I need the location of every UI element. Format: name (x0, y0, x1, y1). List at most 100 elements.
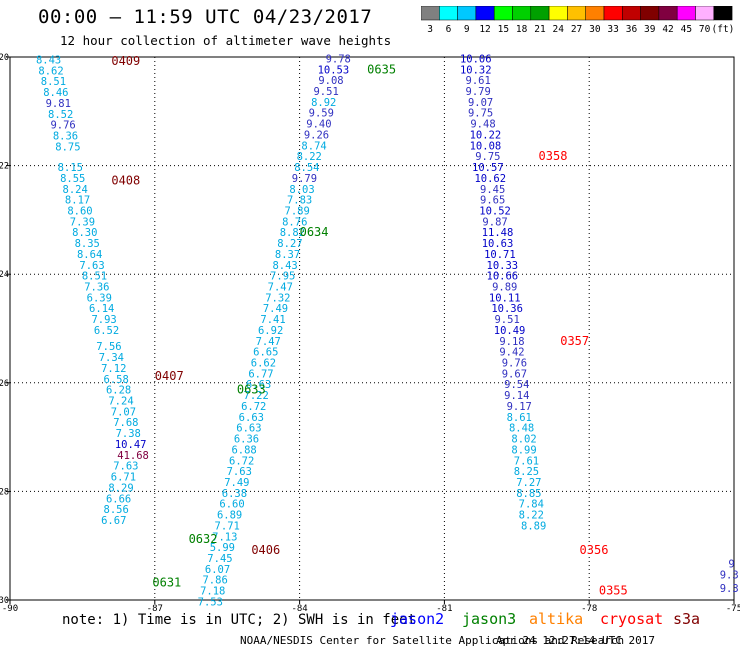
y-tick-label: -22 (0, 162, 9, 172)
legend-label: 70 (699, 24, 711, 35)
time-label: 0635 (367, 62, 396, 76)
data-point-jason3: 9.51 (313, 86, 338, 98)
data-point-jason2: 9.67 (502, 368, 527, 380)
data-point-jason3: 8.22 (297, 151, 322, 163)
data-point-jason2: 8.99 (511, 444, 536, 456)
data-point-jason3: 6.72 (241, 401, 266, 413)
data-point-jason3: 6.63 (239, 412, 264, 424)
generation-timestamp: Apr 24 12:27:14 UTC 2017 (496, 634, 655, 647)
data-point-jason3: 6.89 (217, 510, 242, 522)
time-label: 0633 (237, 383, 266, 397)
data-point-s3a: 6.58 (104, 374, 129, 386)
time-label: 0406 (251, 543, 280, 557)
data-point-jason3: 8.43 (272, 260, 297, 272)
data-point-jason3: 5.99 (210, 542, 235, 554)
data-point-jason3: 7.13 (212, 531, 237, 543)
y-tick-label: -30 (0, 596, 9, 606)
data-point-jason3: 7.32 (265, 292, 290, 304)
y-tick-label: -20 (0, 53, 9, 63)
legend-label: 45 (681, 24, 692, 35)
data-point-jason2: 9.87 (482, 216, 507, 228)
data-point-jason2: 9.89 (492, 281, 517, 293)
data-point-jason2: 8.89 (521, 520, 546, 532)
color-scale-legend: 3 6 9 12 15 18 21 24 27 30 33 36 39 42 45 70 (ft) (421, 6, 733, 35)
legend-label: 6 (446, 24, 452, 35)
data-point-jason2: 9.18 (499, 336, 524, 348)
data-point-s3a: 7.56 (96, 341, 121, 353)
x-tick-label: -78 (581, 604, 597, 614)
data-point-jason3: 6.92 (258, 325, 283, 337)
data-point-jason3: 7.45 (207, 553, 232, 565)
data-point-jason2: 10.71 (484, 249, 516, 261)
satellite-jason2: jason2 (390, 610, 445, 628)
data-point-jason2: 10.11 (489, 292, 521, 304)
page-subtitle: 12 hour collection of altimeter wave hei… (60, 33, 392, 48)
data-point-jason2: 9.48 (470, 119, 495, 131)
data-point-jason2: 10.63 (482, 238, 514, 250)
data-point-s3a: 8.60 (67, 205, 92, 217)
data-point-s3a: 8.51 (82, 271, 107, 283)
data-point-s3a: 6.67 (101, 515, 126, 527)
data-point-s3a: 8.55 (60, 173, 85, 185)
time-label: 0408 (111, 174, 140, 188)
footer-note: note: 1) Time is in UTC; 2) SWH is in fe… (62, 612, 417, 628)
x-tick-label: -75 (726, 604, 740, 614)
data-point-s3a: 6.14 (89, 303, 114, 315)
x-tick-label: -84 (291, 604, 307, 614)
data-point-jason3: 7.83 (287, 195, 312, 207)
data-point-jason2: 7.84 (519, 499, 544, 511)
data-point-s3a: 8.15 (58, 162, 83, 174)
data-point-s3a: 7.07 (111, 406, 136, 418)
data-point-jason3: 7.22 (244, 390, 269, 402)
legend-label: 15 (498, 24, 509, 35)
data-point-jason3: 7.86 (202, 575, 227, 587)
legend-label: 39 (644, 24, 656, 35)
data-point-jason3: 7.53 (198, 596, 223, 608)
satellite-altika: altika (529, 610, 584, 628)
data-point-jason3: 6.72 (229, 455, 254, 467)
data-point-s3a: 6.66 (106, 493, 131, 505)
data-point-jason3: 6.36 (234, 434, 259, 446)
data-point-jason3: 8.74 (301, 140, 326, 152)
legend-label: 12 (479, 24, 490, 35)
data-point-jason3: 9.59 (309, 108, 334, 120)
data-point-jason3: 6.88 (231, 444, 256, 456)
data-point-s3a: 6.52 (94, 325, 119, 337)
data-point-s3a: 7.39 (70, 216, 95, 228)
satellite-cryosat: cryosat (600, 610, 664, 628)
data-point-edge: 9.3 (720, 583, 739, 595)
data-point-jason2: 7.61 (514, 455, 539, 467)
data-point-jason2: 10.57 (472, 162, 504, 174)
data-point-jason2: 9.54 (504, 379, 529, 391)
data-point-jason3: 7.49 (263, 303, 288, 315)
data-point-jason2: 10.33 (487, 260, 519, 272)
plot-frame (9, 56, 735, 601)
time-label: 0407 (155, 369, 184, 383)
data-point-s3a: 8.51 (41, 76, 66, 88)
legend-label: 42 (662, 24, 673, 35)
data-point-s3a: 7.36 (84, 281, 109, 293)
data-point-s3a: 9.76 (50, 120, 75, 132)
data-point-jason2: 8.22 (519, 510, 544, 522)
time-label: 0631 (152, 575, 181, 589)
data-point-jason2: 8.61 (507, 412, 532, 424)
legend-label: 36 (626, 24, 638, 35)
legend-label: 9 (464, 24, 470, 35)
data-point-jason2: 9.51 (494, 314, 519, 326)
data-point-s3a: 10.47 (115, 439, 147, 451)
time-label: 0634 (300, 225, 329, 239)
time-label: 0355 (599, 584, 628, 598)
data-point-s3a: 8.30 (72, 227, 97, 239)
data-point-jason2: 11.48 (482, 227, 514, 239)
data-point-jason2: 9.61 (466, 75, 491, 87)
data-point-edge: 9.3 (720, 569, 739, 581)
data-point-jason2: 9.07 (468, 97, 493, 109)
x-tick-label: -87 (147, 604, 163, 614)
data-point-jason2: 9.45 (480, 184, 505, 196)
data-point-jason3: 9.78 (326, 53, 351, 65)
page-title: 00:00 – 11:59 UTC 04/23/2017 (38, 6, 373, 28)
data-point-jason3: 6.77 (248, 368, 273, 380)
satellite-jason3: jason3 (462, 610, 517, 628)
